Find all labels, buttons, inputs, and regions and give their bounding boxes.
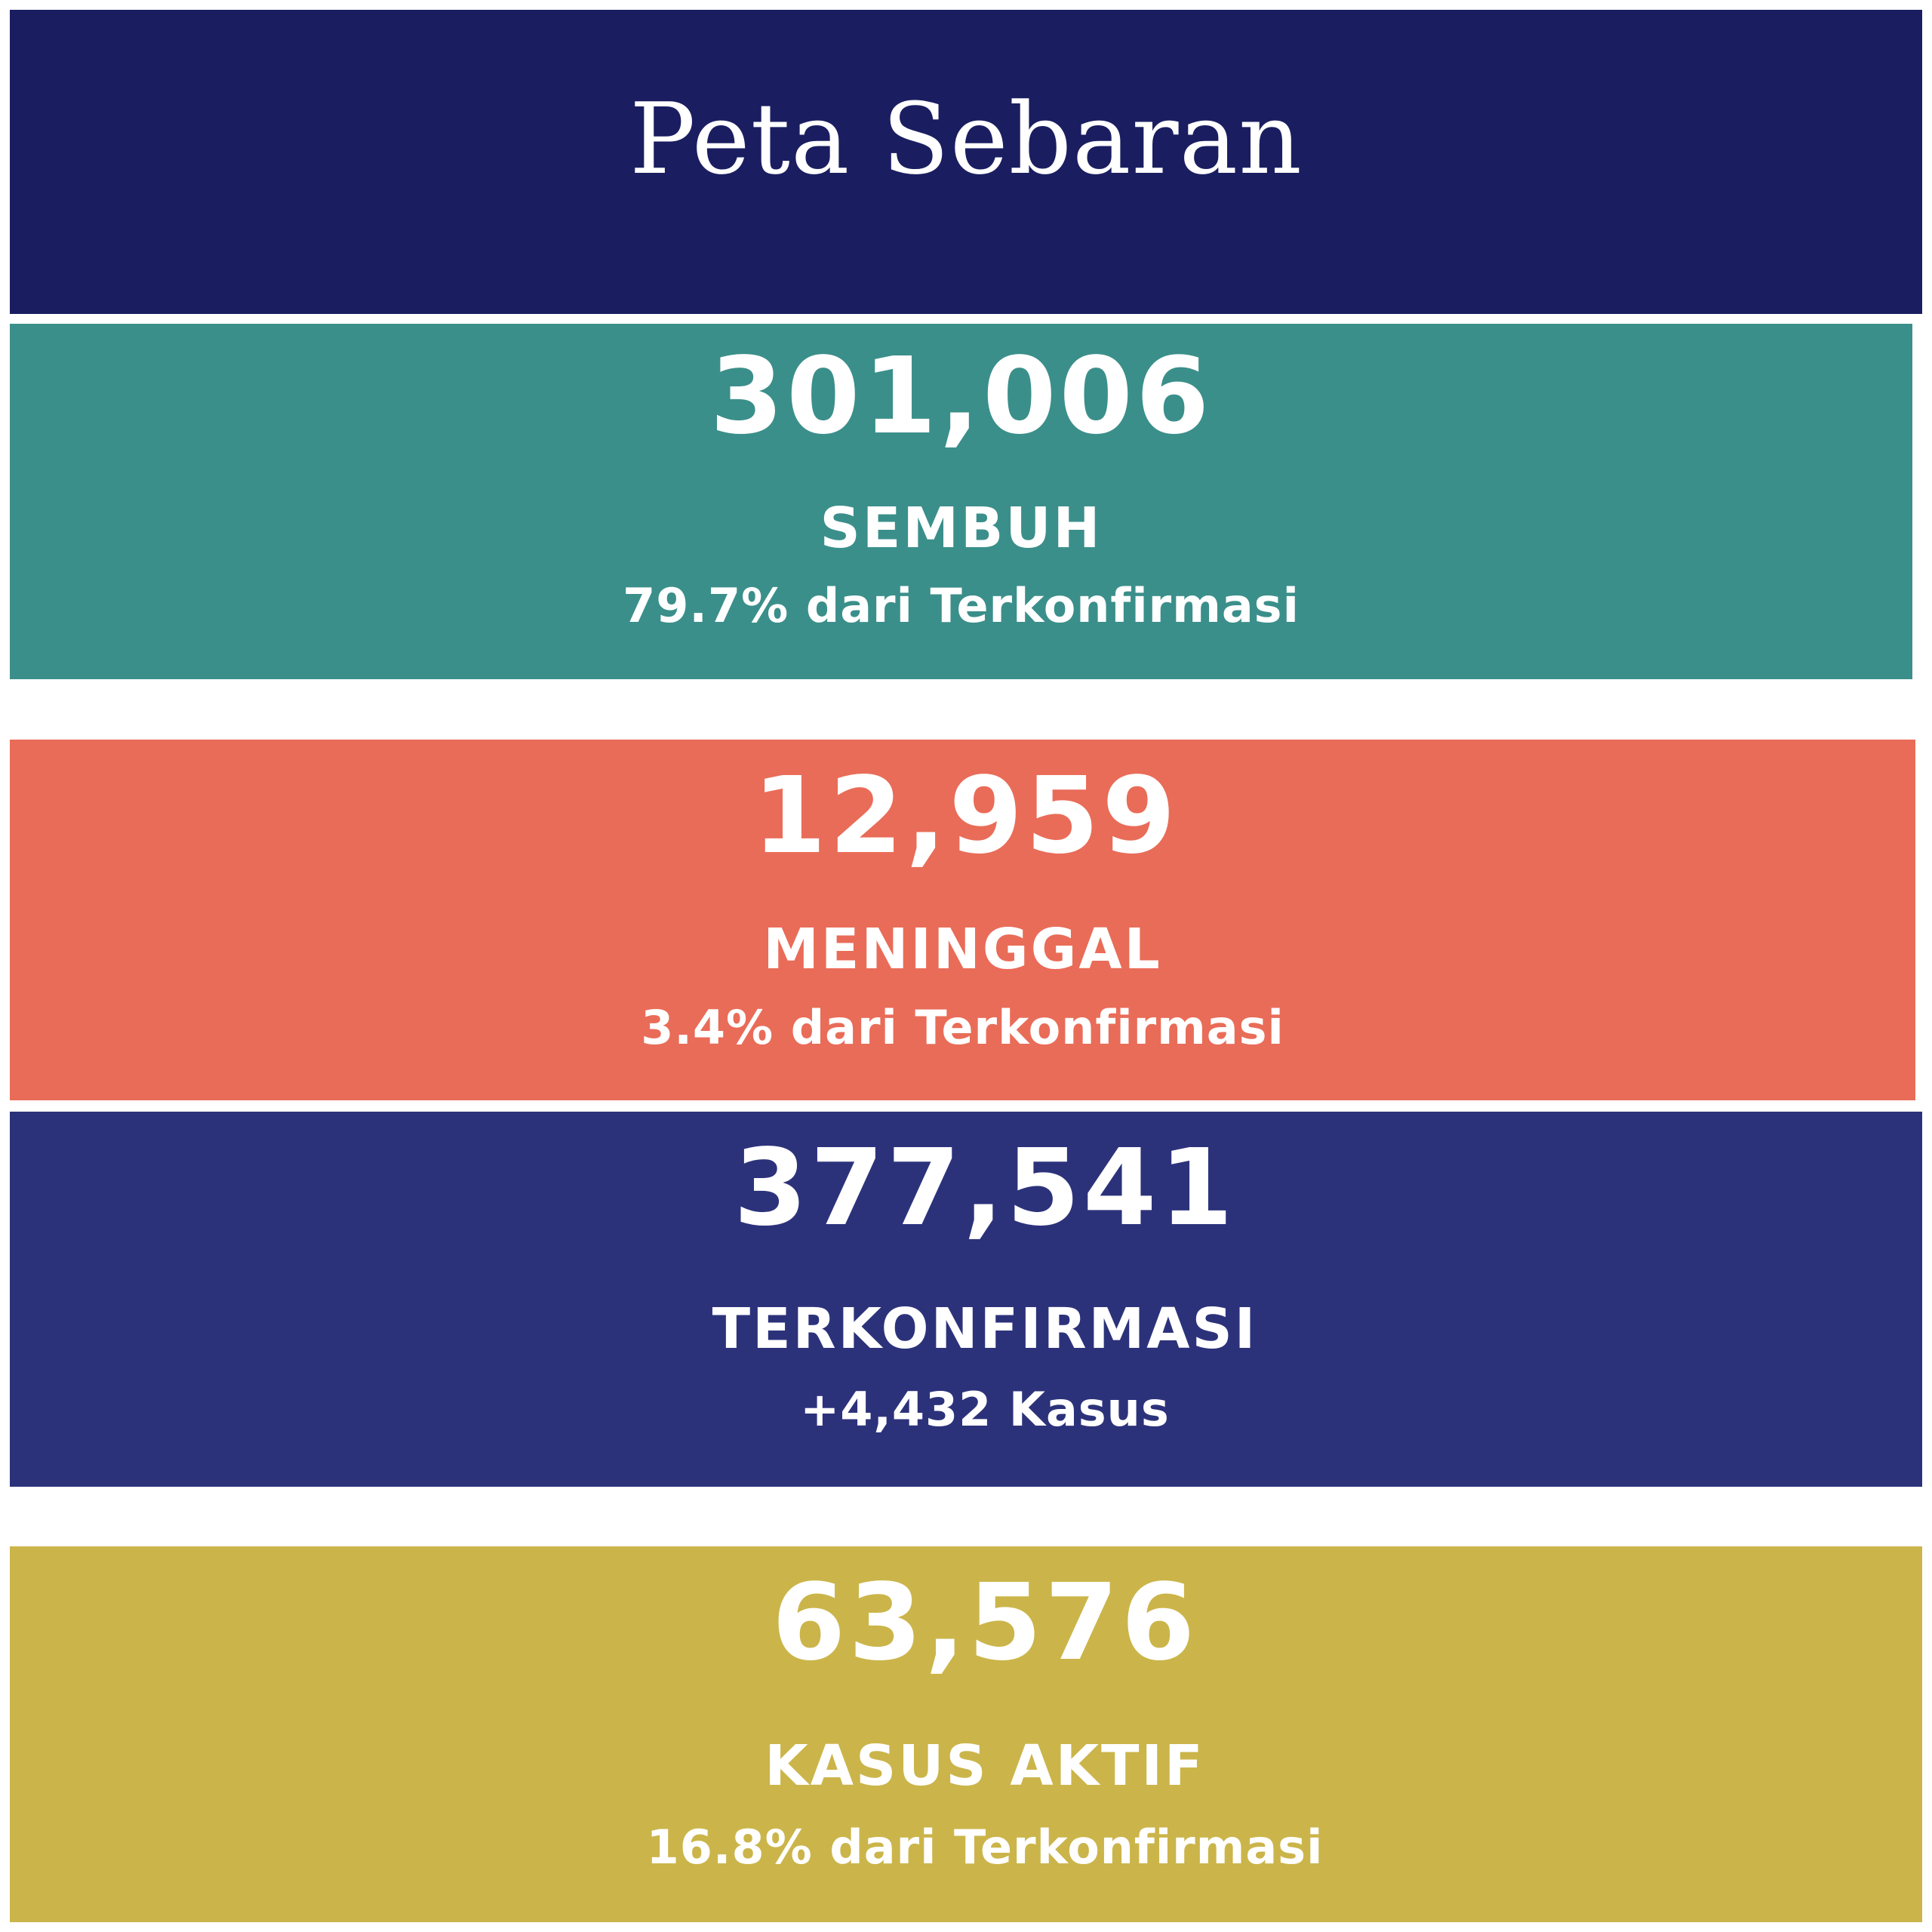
stat-value: 12,959 (752, 755, 1179, 878)
header-banner: Peta Sebaran (10, 10, 1922, 314)
stat-value: 63,576 (771, 1561, 1198, 1684)
stat-card-meninggal: 12,959 MENINGGAL 3.4% dari Terkonfirmasi (10, 740, 1915, 1100)
stat-subtitle: +4,432 Kasus (800, 1382, 1170, 1437)
stat-subtitle: 3.4% dari Terkonfirmasi (641, 1000, 1284, 1055)
stat-label: KASUS AKTIF (764, 1734, 1205, 1798)
stat-card-sembuh: 301,006 SEMBUH 79.7% dari Terkonfirmasi (10, 324, 1912, 679)
stat-label: MENINGGAL (763, 917, 1162, 982)
stat-value: 377,541 (734, 1127, 1236, 1250)
stat-label: SEMBUH (820, 496, 1103, 561)
page-title: Peta Sebaran (629, 82, 1303, 196)
stat-label: TERKONFIRMASI (712, 1297, 1258, 1361)
stat-card-terkonfirmasi: 377,541 TERKONFIRMASI +4,432 Kasus (10, 1112, 1922, 1487)
stat-card-kasus-aktif: 63,576 KASUS AKTIF 16.8% dari Terkonfirm… (10, 1546, 1922, 1922)
stat-subtitle: 16.8% dari Terkonfirmasi (646, 1820, 1324, 1875)
stat-value: 301,006 (709, 335, 1213, 458)
stat-subtitle: 79.7% dari Terkonfirmasi (623, 578, 1300, 633)
